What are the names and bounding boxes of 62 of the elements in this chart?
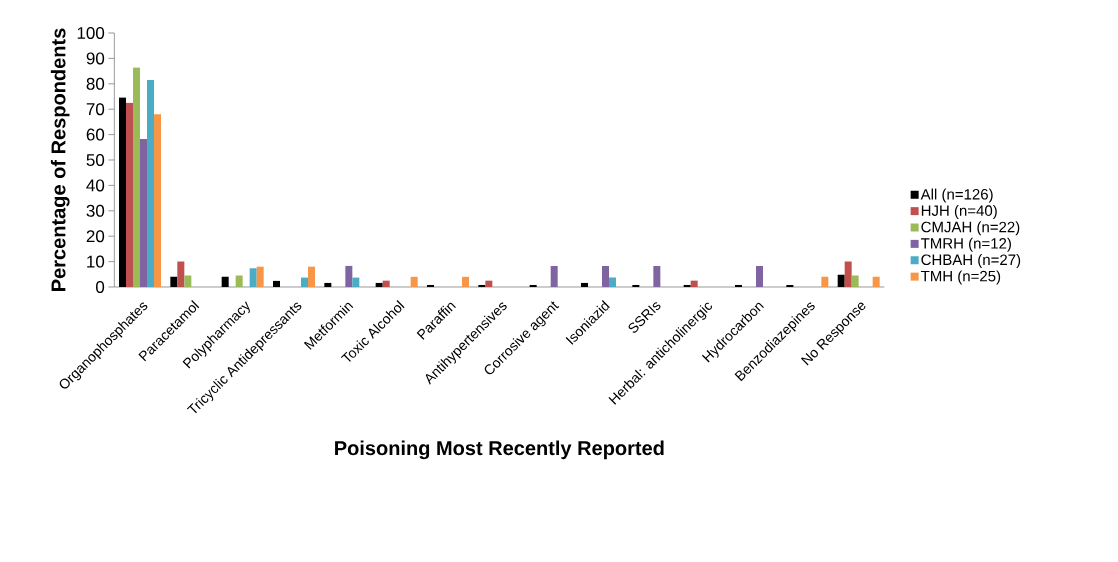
bar <box>119 97 126 287</box>
bar <box>602 265 610 287</box>
bar <box>735 284 743 287</box>
bar <box>382 280 390 287</box>
y-tick-label: 20 <box>86 230 105 243</box>
bar <box>147 79 154 287</box>
bar <box>249 268 257 287</box>
bar <box>837 274 845 287</box>
legend-label: CHBAH (n=27) <box>921 254 1021 269</box>
bar <box>308 266 315 287</box>
bar <box>786 284 794 287</box>
y-tick-label: 30 <box>86 204 105 217</box>
bar <box>851 275 859 287</box>
legend-label: All (n=126) <box>920 188 993 203</box>
bar <box>844 261 852 287</box>
x-axis-title: Poisoning Most Recently Reported <box>335 440 664 460</box>
bar <box>653 265 661 287</box>
bar <box>184 275 192 287</box>
bar <box>581 282 589 287</box>
bar <box>410 276 418 287</box>
bar <box>221 276 229 287</box>
legend-label: TMRH (n=12) <box>920 237 1011 252</box>
bar <box>550 265 558 287</box>
bar <box>301 277 308 287</box>
y-tick-label: 40 <box>86 179 105 192</box>
bar <box>872 276 880 287</box>
bar <box>529 284 537 287</box>
y-axis-title: Percentage of Respondents <box>50 28 70 291</box>
bar <box>345 265 353 287</box>
bar <box>154 114 161 287</box>
y-tick-label: 70 <box>86 103 105 116</box>
bar <box>485 280 493 287</box>
bar <box>478 284 486 287</box>
bar <box>324 282 332 287</box>
y-tick-label: 90 <box>86 52 105 65</box>
bar <box>632 284 640 287</box>
bar <box>256 266 264 287</box>
y-tick-label: 0 <box>96 280 105 294</box>
bar <box>140 138 147 287</box>
bar <box>126 102 133 287</box>
bar <box>177 261 185 287</box>
legend-label: HJH (n=40) <box>921 204 997 219</box>
y-tick-label: 10 <box>87 255 105 268</box>
legend-label: TMH (n=25) <box>920 270 1001 285</box>
bar <box>273 280 280 287</box>
bar <box>133 67 140 287</box>
bar <box>756 265 764 287</box>
y-tick-label: 50 <box>86 153 105 167</box>
bar <box>170 276 178 287</box>
legend-label: CMJAH (n=22) <box>921 221 1020 236</box>
bar <box>683 284 691 287</box>
bar <box>427 284 435 287</box>
bar <box>821 276 829 287</box>
y-tick-label: 80 <box>86 77 105 90</box>
bar <box>690 280 698 287</box>
bar <box>235 275 243 287</box>
y-tick-label: 100 <box>77 26 105 40</box>
y-tick-label: 60 <box>86 128 105 141</box>
bar <box>609 277 617 287</box>
bar <box>462 276 470 287</box>
bar <box>375 282 383 287</box>
bar <box>352 277 360 287</box>
